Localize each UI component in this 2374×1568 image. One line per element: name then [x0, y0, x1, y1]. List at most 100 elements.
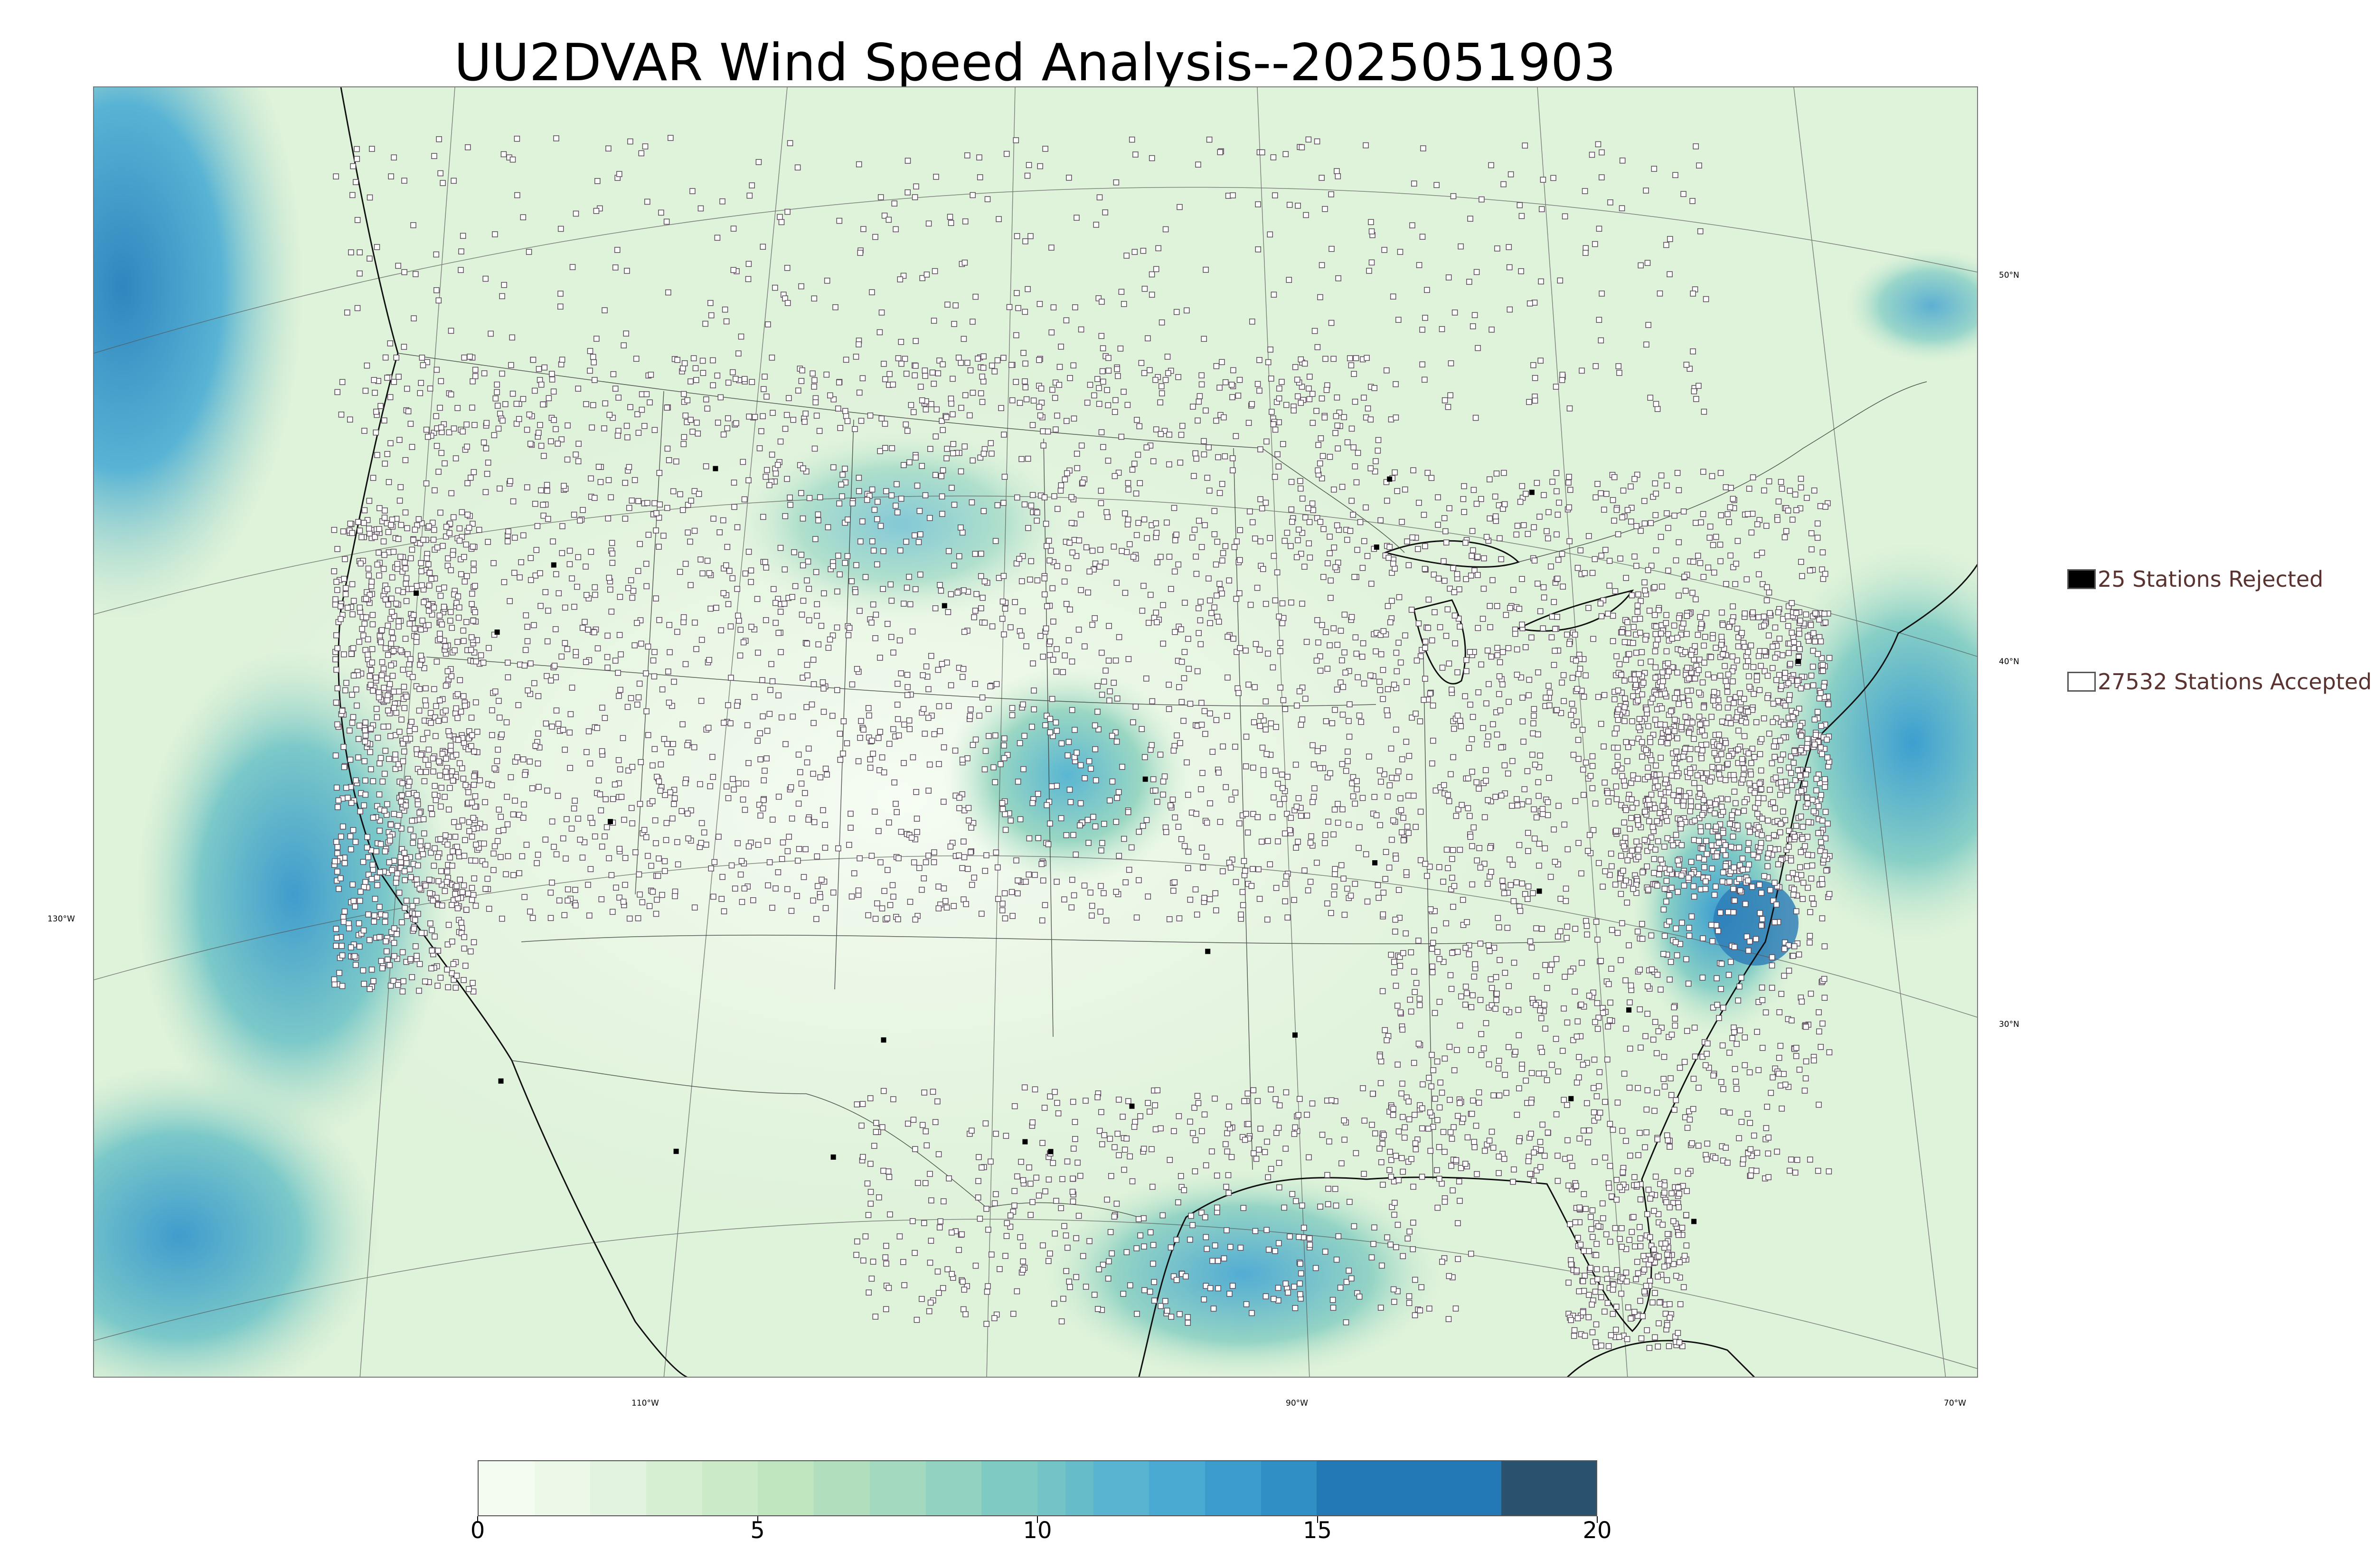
station-marker-accepted	[951, 903, 957, 909]
station-marker-accepted	[518, 559, 524, 565]
station-marker-accepted	[1658, 739, 1664, 745]
station-marker-accepted	[384, 451, 391, 457]
borders	[397, 353, 1927, 1218]
station-marker-accepted	[1391, 681, 1397, 688]
station-marker-accepted	[356, 920, 362, 927]
station-marker-accepted	[1277, 640, 1283, 646]
station-marker-accepted	[1787, 721, 1793, 728]
station-marker-accepted	[852, 426, 858, 432]
station-marker-accepted	[1347, 892, 1354, 899]
station-marker-accepted	[1008, 889, 1015, 895]
station-marker-accepted	[684, 810, 691, 817]
station-marker-accepted	[1671, 1004, 1677, 1011]
station-marker-accepted	[463, 619, 470, 625]
station-marker-accepted	[1402, 486, 1408, 493]
station-marker-accepted	[813, 916, 820, 922]
station-marker-accepted	[442, 460, 448, 467]
station-marker-accepted	[392, 766, 399, 772]
station-marker-accepted	[1776, 1055, 1782, 1061]
station-marker-accepted	[1772, 624, 1779, 631]
station-marker-accepted	[661, 736, 668, 742]
station-marker-accepted	[1106, 697, 1112, 704]
station-marker-accepted	[336, 970, 342, 976]
station-marker-accepted	[472, 793, 479, 799]
station-marker-accepted	[718, 896, 725, 902]
station-marker-accepted	[945, 609, 951, 615]
station-marker-accepted	[1424, 873, 1430, 879]
station-marker-accepted	[1790, 516, 1796, 523]
station-marker-accepted	[1328, 595, 1334, 601]
station-marker-accepted	[666, 622, 672, 628]
station-marker-accepted	[1648, 932, 1655, 939]
station-marker-accepted	[350, 898, 357, 904]
station-marker-accepted	[990, 764, 997, 770]
station-marker-accepted	[349, 581, 356, 587]
station-marker-accepted	[1499, 649, 1506, 655]
station-marker-accepted	[496, 714, 503, 721]
station-marker-accepted	[837, 571, 843, 578]
station-marker-accepted	[1260, 566, 1266, 572]
station-marker-accepted	[1098, 488, 1104, 494]
station-marker-accepted	[385, 957, 391, 963]
station-marker-accepted	[1635, 591, 1641, 598]
station-marker-accepted	[707, 605, 714, 612]
station-marker-accepted	[1607, 1017, 1613, 1023]
station-marker-accepted	[1809, 862, 1816, 869]
station-marker-accepted	[448, 673, 455, 679]
station-marker-accepted	[1247, 601, 1254, 608]
station-marker-accepted	[1339, 484, 1346, 490]
station-marker-accepted	[931, 381, 937, 387]
station-marker-accepted	[1607, 872, 1613, 878]
station-marker-accepted	[384, 697, 391, 704]
station-marker-accepted	[956, 795, 962, 801]
station-marker-accepted	[1301, 867, 1308, 873]
station-marker-accepted	[758, 428, 764, 434]
station-marker-accepted	[1600, 883, 1606, 890]
station-marker-accepted	[1613, 1177, 1620, 1183]
station-marker-accepted	[417, 662, 423, 668]
station-marker-accepted	[1462, 984, 1469, 990]
station-marker-accepted	[1802, 1075, 1809, 1081]
station-marker-accepted	[467, 948, 474, 955]
station-marker-accepted	[1725, 972, 1732, 978]
station-marker-accepted	[1748, 1172, 1754, 1179]
station-marker-accepted	[1778, 479, 1784, 485]
station-marker-accepted	[1674, 952, 1680, 958]
station-marker-accepted	[901, 462, 907, 468]
station-marker-accepted	[1161, 773, 1168, 779]
station-marker-accepted	[1494, 990, 1500, 997]
station-marker-accepted	[1661, 1054, 1667, 1060]
station-marker-accepted	[609, 540, 615, 546]
station-marker-accepted	[391, 811, 397, 817]
station-marker-accepted	[859, 375, 866, 382]
station-marker-accepted	[698, 698, 705, 704]
station-marker-accepted	[1621, 819, 1628, 826]
station-marker-accepted	[818, 623, 825, 629]
station-marker-accepted	[443, 524, 450, 530]
station-marker-accepted	[1455, 806, 1461, 813]
station-marker-accepted	[1555, 803, 1562, 809]
station-marker-accepted	[1656, 607, 1662, 613]
station-marker-accepted	[680, 391, 687, 397]
station-marker-accepted	[1506, 983, 1512, 989]
station-marker-accepted	[494, 381, 500, 388]
station-marker-accepted	[412, 726, 418, 732]
station-marker-accepted	[651, 427, 658, 433]
station-marker-accepted	[688, 417, 694, 423]
station-marker-accepted	[545, 516, 551, 522]
station-marker-accepted	[1553, 1036, 1559, 1042]
station-marker-accepted	[1125, 486, 1131, 493]
station-marker-accepted	[1101, 890, 1107, 896]
station-marker-accepted	[1624, 900, 1630, 906]
station-marker-accepted	[333, 784, 340, 791]
station-marker-accepted	[1450, 754, 1456, 761]
station-marker-accepted	[409, 674, 416, 680]
station-marker-accepted	[1723, 1145, 1729, 1151]
station-marker-accepted	[1519, 1066, 1525, 1072]
station-marker-accepted	[1557, 928, 1564, 935]
station-marker-accepted	[1730, 496, 1736, 502]
station-marker-accepted	[636, 680, 643, 687]
station-marker-accepted	[1428, 475, 1435, 481]
station-marker-accepted	[1554, 707, 1560, 713]
station-marker-accepted	[465, 891, 471, 897]
